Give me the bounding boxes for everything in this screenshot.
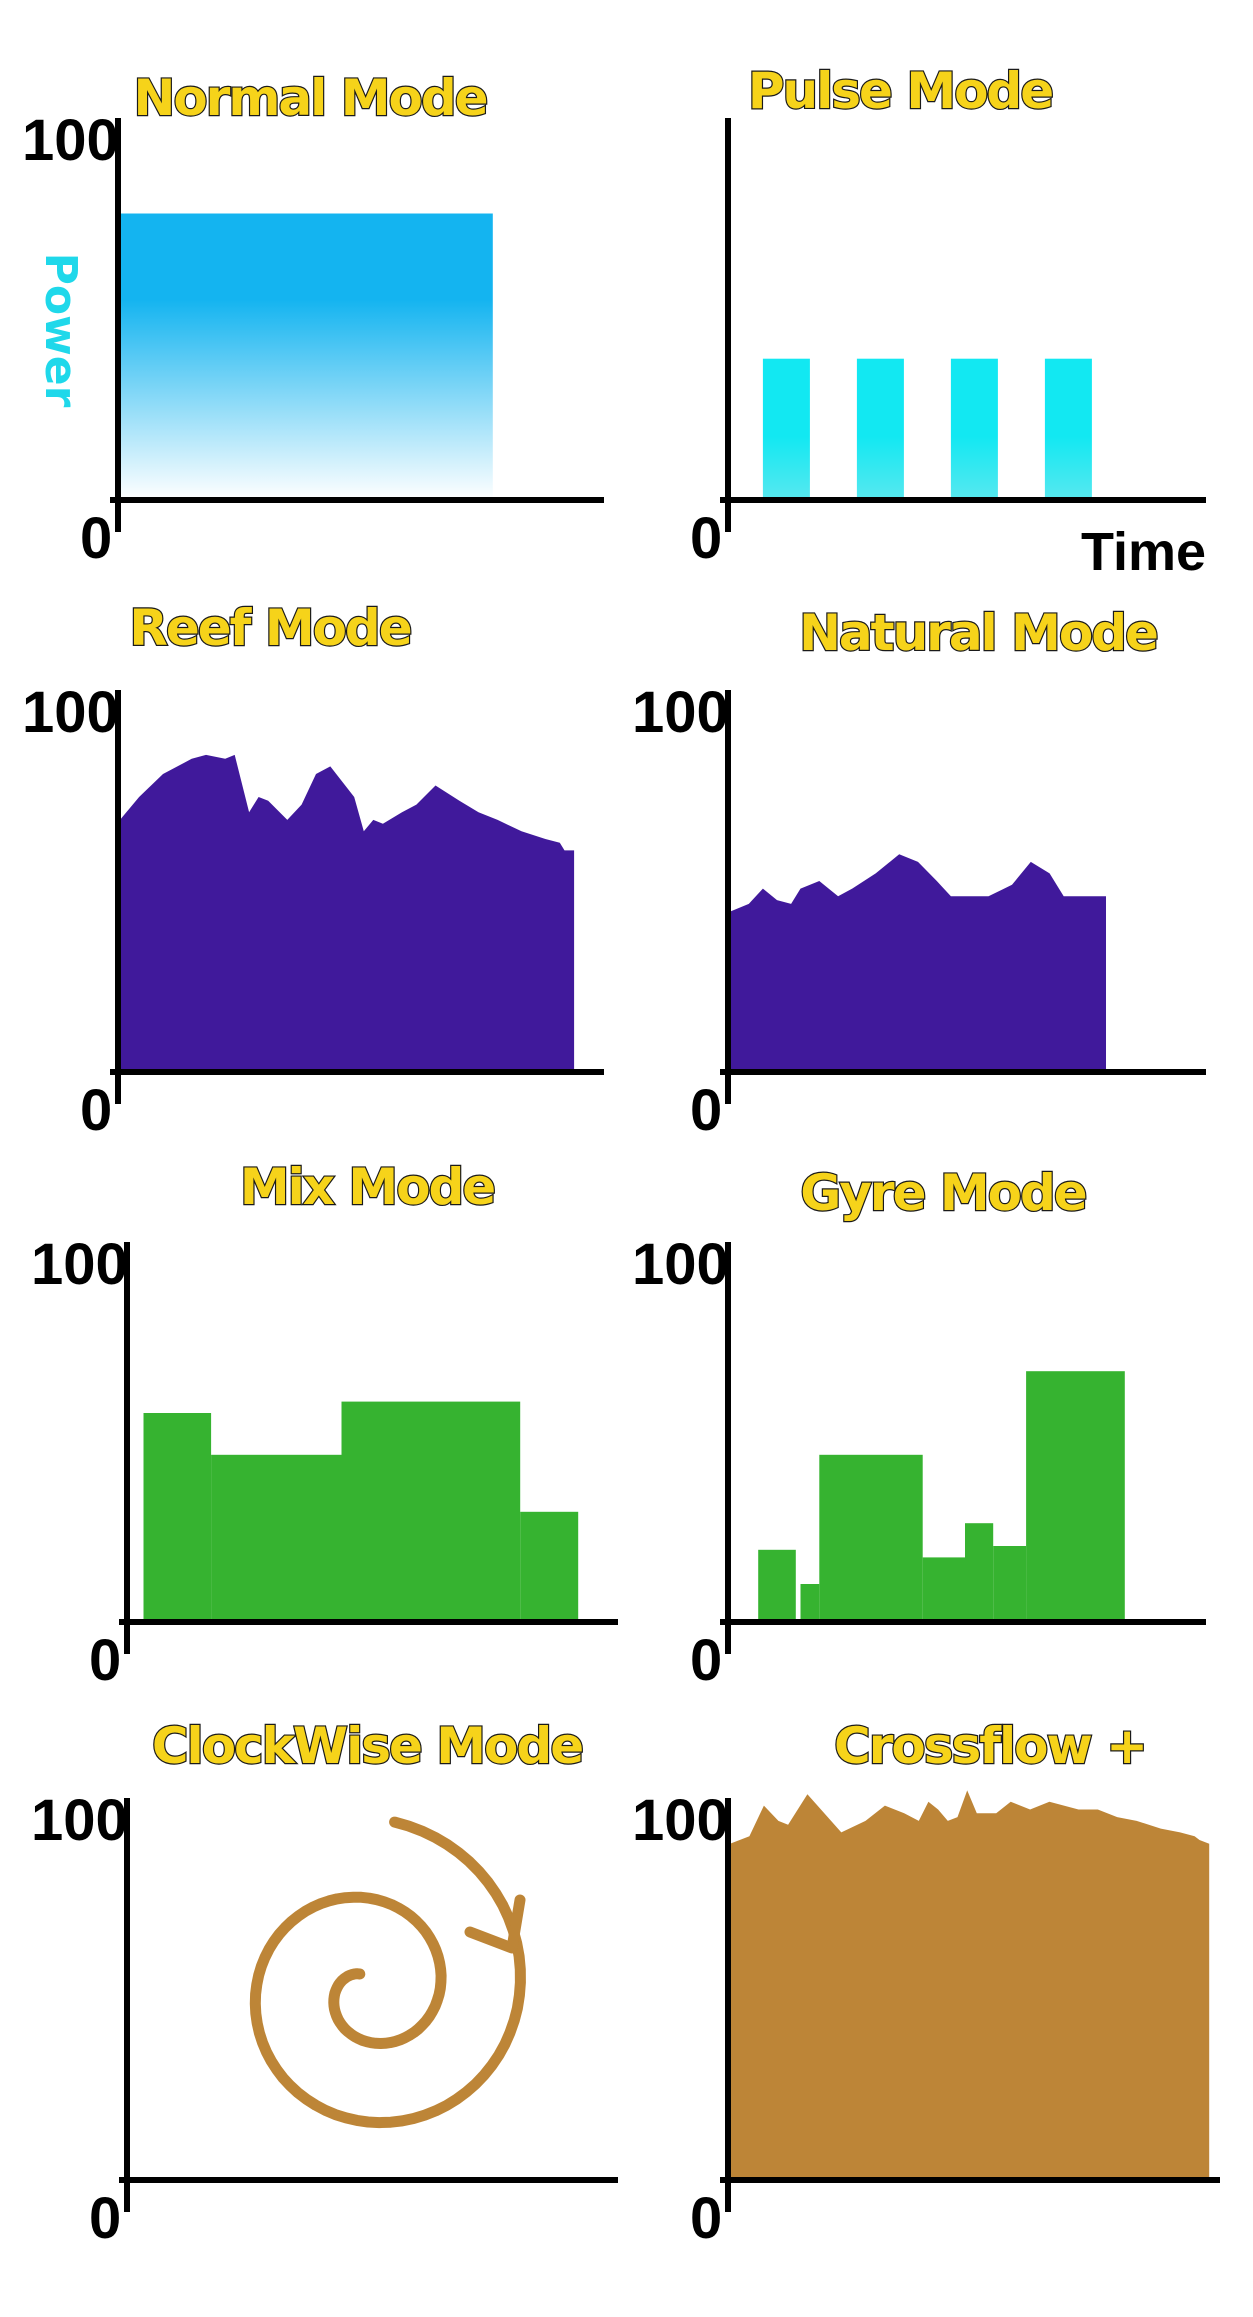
chart-title: Natural Mode <box>799 604 1157 662</box>
chart-panel-7: 0 100 ClockWise Mode <box>31 1716 618 2251</box>
area-fill <box>730 854 1106 1072</box>
bar-2 <box>800 1584 820 1622</box>
bar-4 <box>520 1511 579 1622</box>
bar-6 <box>993 1546 1027 1622</box>
bar-3 <box>819 1454 923 1622</box>
bar-4 <box>1044 358 1092 500</box>
y-axis-label: Power <box>35 253 86 408</box>
bar-1 <box>143 1413 212 1622</box>
y-tick-0: 0 <box>690 1078 722 1143</box>
bar-3 <box>950 358 998 500</box>
y-tick-100: 100 <box>31 1788 128 1853</box>
chart-panel-4: 0 100 Natural Mode <box>632 603 1206 1143</box>
y-tick-0: 0 <box>690 2186 722 2251</box>
y-tick-0: 0 <box>80 506 112 571</box>
chart-title: Crossflow + <box>834 1717 1146 1775</box>
bar-1 <box>762 358 810 500</box>
bar-3 <box>341 1401 521 1622</box>
y-tick-0: 0 <box>80 1078 112 1143</box>
chart-panel-6: 0 100 Gyre Mode <box>632 1163 1206 1693</box>
area-fill <box>120 213 493 500</box>
chart-panel-8: 0 100 Crossflow + <box>632 1716 1220 2251</box>
area-fill <box>730 1790 1210 2180</box>
chart-title: Reef Mode <box>129 599 410 657</box>
chart-panel-5: 0 100 Mix Mode <box>31 1157 618 1693</box>
bar-7 <box>1026 1371 1125 1622</box>
clockwise-spiral-icon <box>249 1816 526 2129</box>
y-tick-100: 100 <box>632 1788 729 1853</box>
bar-1 <box>758 1549 796 1622</box>
y-tick-0: 0 <box>690 506 722 571</box>
y-tick-100: 100 <box>632 1232 729 1297</box>
chart-title: Normal Mode <box>133 69 486 127</box>
chart-title: Pulse Mode <box>748 62 1052 120</box>
spiral-arrowhead-icon <box>464 1894 526 1954</box>
y-tick-100: 100 <box>632 680 729 745</box>
bar-2 <box>211 1454 342 1622</box>
y-tick-0: 0 <box>89 1628 121 1693</box>
bar-2 <box>856 358 904 500</box>
area-fill <box>120 754 575 1072</box>
y-tick-100: 100 <box>22 680 119 745</box>
chart-panel-2: 0 Pulse Mode Time <box>690 61 1206 582</box>
x-axis-label: Time <box>1081 522 1206 582</box>
bar-5 <box>965 1523 994 1622</box>
bar-4 <box>922 1557 965 1622</box>
y-tick-0: 0 <box>89 2186 121 2251</box>
y-tick-0: 0 <box>690 1628 722 1693</box>
chart-title: ClockWise Mode <box>152 1717 582 1775</box>
y-tick-100: 100 <box>31 1232 128 1297</box>
chart-title: Gyre Mode <box>800 1164 1086 1222</box>
chart-title: Mix Mode <box>240 1158 494 1216</box>
y-tick-100: 100 <box>22 108 119 173</box>
